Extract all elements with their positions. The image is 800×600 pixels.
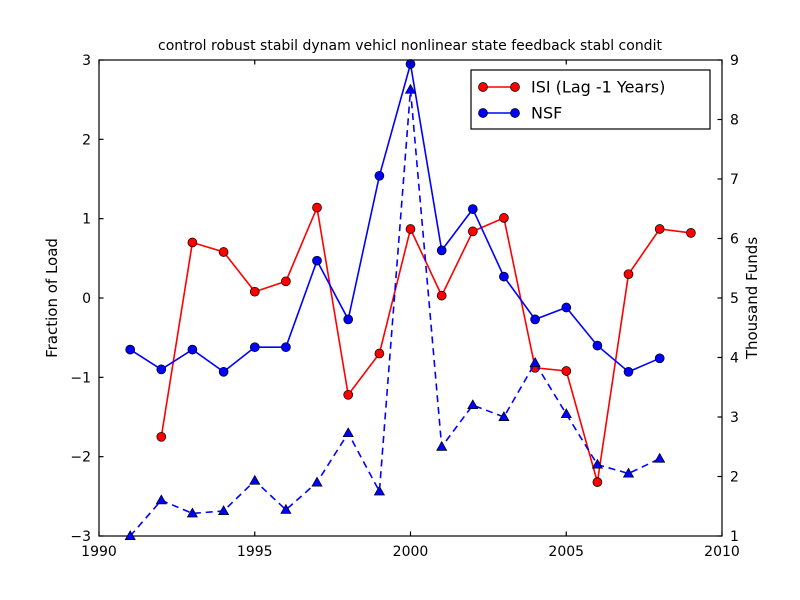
data-point-marker — [124, 530, 136, 540]
data-point-marker — [374, 170, 385, 181]
data-point-marker — [686, 228, 696, 238]
y-left-tick-label: 2 — [82, 132, 91, 148]
x-tick-label: 2010 — [704, 544, 740, 560]
series-nsf — [125, 59, 665, 377]
y-left-tick-label: 0 — [82, 291, 91, 307]
legend-label: NSF — [531, 104, 562, 123]
data-point-marker — [312, 255, 322, 266]
data-point-marker — [374, 348, 385, 359]
data-point-marker — [312, 202, 322, 213]
legend-entry: ISI (Lag -1 Years) — [478, 78, 665, 97]
data-point-marker — [654, 452, 666, 463]
legend-marker-sample — [510, 82, 520, 92]
axes-ticks: 1990 1995 2000 2005 2010 −3 −2 −1 0 1 2 3 1 2 3 4 5 6 7 8 9 — [70, 53, 739, 560]
data-point-marker — [249, 342, 260, 353]
y-right-tick-label: 7 — [730, 172, 739, 188]
series-right-dashed — [124, 83, 666, 540]
legend-marker-sample — [478, 108, 488, 118]
data-point-marker — [467, 399, 479, 410]
data-point-marker — [217, 505, 230, 515]
data-point-marker — [218, 247, 229, 257]
data-point-marker — [343, 314, 354, 325]
y-left-tick-label: 3 — [82, 53, 91, 69]
data-point-marker — [280, 503, 292, 514]
x-tick-label: 1995 — [237, 544, 273, 560]
y-right-tick-label: 9 — [730, 53, 739, 69]
data-point-marker — [622, 467, 635, 478]
data-point-marker — [467, 226, 478, 237]
legend-box — [470, 69, 711, 130]
series-line — [160, 204, 691, 483]
data-point-marker — [592, 340, 603, 351]
data-point-marker — [218, 366, 229, 377]
data-point-marker — [530, 314, 540, 325]
y-left-tick-label: −3 — [70, 529, 91, 545]
data-point-marker — [187, 344, 198, 355]
data-point-marker — [560, 408, 572, 418]
data-point-marker — [156, 364, 167, 375]
data-point-marker — [499, 213, 509, 223]
data-point-marker — [436, 290, 447, 301]
data-point-marker — [499, 271, 509, 282]
y-right-tick-label: 6 — [730, 232, 739, 248]
x-tick-label: 2005 — [548, 544, 584, 560]
left-axis-label: Fraction of Load — [43, 238, 61, 358]
y-left-tick-label: −2 — [70, 450, 91, 466]
data-point-marker — [561, 302, 572, 313]
y-right-tick-label: 3 — [730, 410, 739, 426]
data-point-marker — [436, 245, 447, 256]
data-point-marker — [498, 411, 510, 421]
data-point-marker — [125, 344, 136, 355]
chart-title: control robust stabil dynam vehicl nonli… — [158, 38, 662, 54]
data-point-marker — [404, 83, 417, 94]
series-line — [129, 89, 661, 537]
y-right-tick-label: 4 — [730, 351, 739, 367]
data-point-marker — [591, 458, 604, 469]
y-right-tick-label: 8 — [730, 113, 739, 129]
data-point-marker — [249, 286, 260, 297]
data-point-marker — [654, 224, 665, 234]
data-point-marker — [623, 366, 634, 377]
data-point-marker — [342, 427, 354, 438]
data-point-marker — [155, 494, 167, 505]
legend-marker-sample — [478, 82, 488, 92]
legend: ISI (Lag -1 Years) NSF — [470, 69, 711, 130]
data-point-marker — [561, 366, 572, 376]
x-tick-label: 1990 — [81, 544, 117, 560]
data-point-marker — [654, 353, 665, 364]
series-line — [129, 63, 661, 373]
legend-label: ISI (Lag -1 Years) — [531, 78, 665, 97]
data-point-marker — [249, 474, 261, 485]
data-point-marker — [592, 477, 603, 487]
x-tick-label: 2000 — [393, 544, 429, 560]
data-point-marker — [187, 237, 198, 248]
data-point-marker — [186, 507, 199, 518]
y-right-tick-label: 1 — [730, 529, 739, 545]
data-point-marker — [156, 431, 167, 442]
data-point-marker — [373, 485, 386, 496]
legend-entry: NSF — [478, 104, 562, 123]
right-axis-label: Thousand Funds — [743, 237, 761, 360]
y-left-tick-label: 1 — [82, 212, 91, 228]
data-point-marker — [281, 276, 291, 287]
data-point-marker — [405, 224, 416, 234]
data-point-marker — [529, 356, 541, 367]
plot-frame — [98, 59, 723, 537]
data-point-marker — [467, 204, 478, 214]
data-point-marker — [311, 476, 323, 487]
y-right-tick-label: 2 — [730, 470, 739, 486]
data-point-marker — [281, 342, 291, 353]
y-left-tick-label: −1 — [70, 370, 91, 386]
data-point-marker — [623, 269, 634, 280]
y-right-tick-label: 5 — [730, 291, 739, 307]
data-point-marker — [436, 440, 448, 451]
data-point-marker — [343, 389, 354, 400]
legend-marker-sample — [510, 108, 520, 118]
